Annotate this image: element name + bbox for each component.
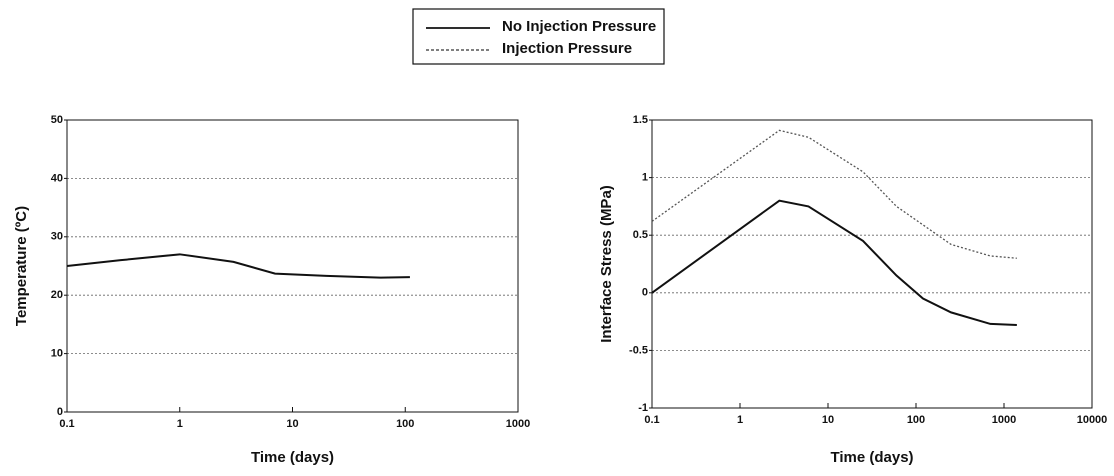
y-tick-label: -1: [638, 402, 648, 414]
y-axis-title: Temperature (ºC): [13, 206, 30, 326]
x-axis-title: Time (days): [251, 449, 334, 466]
x-tick-label: 100: [396, 418, 414, 430]
x-tick-label: 1000: [992, 414, 1016, 426]
series-line: [66, 253, 410, 279]
x-tick-label: 1000: [506, 418, 530, 430]
series-line: [651, 199, 1017, 327]
x-tick-label: 1: [737, 414, 743, 426]
plot-frame: [66, 119, 519, 413]
series-line: [651, 129, 1017, 259]
y-tick-label: 10: [51, 348, 63, 360]
x-tick-label: 100: [907, 414, 925, 426]
y-tick-label: 0.5: [633, 229, 648, 241]
x-axis-title: Time (days): [830, 449, 913, 466]
legend-box: [412, 8, 665, 65]
x-tick-label: 10000: [1077, 414, 1108, 426]
x-tick-label: 1: [177, 418, 183, 430]
legend-label: Injection Pressure: [502, 40, 632, 57]
legend-label: No Injection Pressure: [502, 18, 656, 35]
x-tick-label: 0.1: [59, 418, 74, 430]
y-tick-label: -0.5: [629, 344, 648, 356]
y-tick-label: 20: [51, 289, 63, 301]
y-tick-label: 1: [642, 172, 648, 184]
y-tick-label: 1.5: [633, 114, 648, 126]
y-axis-title: Interface Stress (MPa): [598, 185, 615, 343]
y-tick-label: 30: [51, 231, 63, 243]
y-tick-label: 40: [51, 172, 63, 184]
x-tick-label: 10: [286, 418, 298, 430]
x-tick-label: 0.1: [644, 414, 659, 426]
y-tick-label: 0: [642, 287, 648, 299]
x-tick-label: 10: [822, 414, 834, 426]
y-tick-label: 0: [57, 406, 63, 418]
plot-frame: [651, 119, 1093, 409]
y-tick-label: 50: [51, 114, 63, 126]
